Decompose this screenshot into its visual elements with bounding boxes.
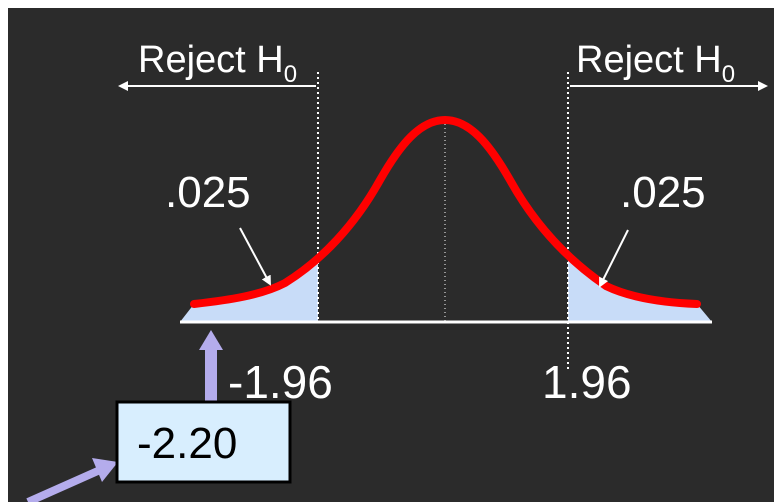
reject-right-label: Reject H0 <box>576 39 735 88</box>
diagonal-pointer-arrow-shaft <box>26 466 102 502</box>
reject-left-label: Reject H0 <box>138 39 297 88</box>
diagonal-pointer-arrow-head <box>92 458 118 482</box>
test-stat-arrow-head <box>199 330 223 350</box>
critical-left-label: -1.96 <box>228 356 333 408</box>
tail-left-label: .025 <box>165 168 251 217</box>
tail-right-label: .025 <box>620 168 706 217</box>
critical-right-label: 1.96 <box>542 356 632 408</box>
tail-right-pointer <box>599 229 629 288</box>
test-statistic-box <box>115 400 292 484</box>
tail-left-pointer <box>239 227 271 286</box>
test-statistic-value: -2.20 <box>137 419 237 468</box>
test-stat-arrow-shaft <box>205 346 217 402</box>
